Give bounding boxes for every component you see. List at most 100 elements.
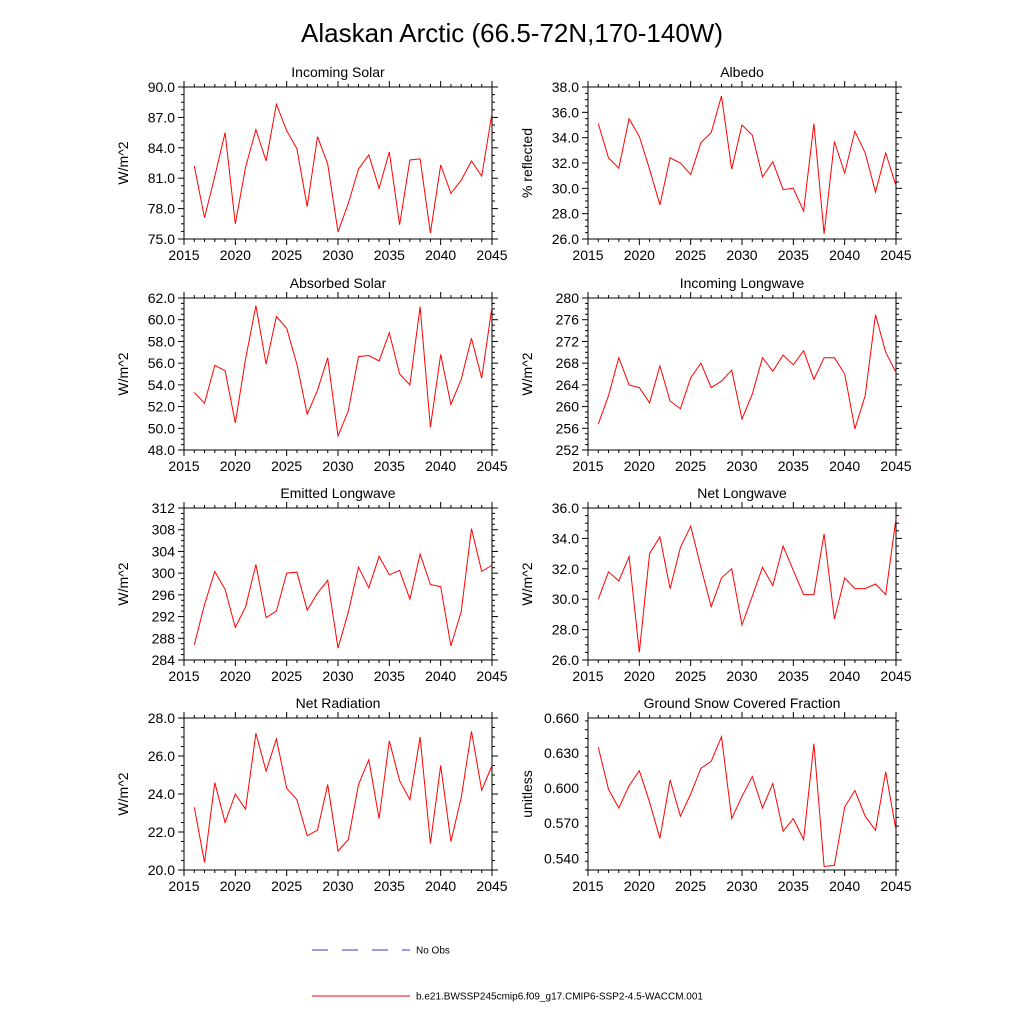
- y-tick-label: 312: [152, 500, 176, 516]
- y-tick-label: 0.540: [544, 850, 579, 866]
- series-line: [193, 305, 493, 438]
- legend-obs-label: No Obs: [416, 946, 450, 957]
- x-tick-label: 2015: [168, 668, 199, 684]
- chart-incoming-solar: 2015 2020 2025 2030 2035 2040 2045 75.0 78.0 81.0…: [115, 64, 508, 263]
- x-tick-label: 2025: [271, 878, 302, 894]
- x-tick-label: 2035: [374, 458, 405, 474]
- y-tick-label: 32.0: [552, 155, 579, 171]
- y-tick-label: 50.0: [148, 420, 175, 436]
- plot-frame: [183, 297, 493, 451]
- x-tick-label: 2030: [726, 878, 757, 894]
- y-axis-label: W/m^2: [519, 562, 535, 605]
- y-tick-label: 276: [556, 312, 580, 328]
- plot-frame: [587, 507, 897, 661]
- plot-frame: [183, 86, 493, 240]
- series-line: [193, 528, 493, 649]
- chart-title: Incoming Solar: [291, 64, 385, 80]
- y-tick-label: 60.0: [148, 312, 175, 328]
- x-tick-label: 2030: [726, 668, 757, 684]
- plot-frame: [587, 717, 897, 871]
- y-tick-label: 24.0: [148, 786, 175, 802]
- plot-frame: [183, 717, 493, 871]
- x-tick-label: 2020: [624, 458, 655, 474]
- chart-title: Emitted Longwave: [280, 485, 395, 501]
- y-axis-label: W/m^2: [519, 352, 535, 395]
- y-tick-label: 308: [152, 522, 176, 538]
- chart-title: Net Radiation: [296, 695, 381, 711]
- y-tick-label: 22.0: [148, 824, 175, 840]
- x-tick-label: 2045: [476, 247, 507, 263]
- x-tick-label: 2025: [271, 668, 302, 684]
- x-tick-label: 2015: [572, 878, 603, 894]
- y-tick-label: 52.0: [148, 399, 175, 415]
- x-tick-label: 2040: [425, 668, 456, 684]
- x-tick-label: 2025: [675, 247, 706, 263]
- y-tick-label: 58.0: [148, 333, 175, 349]
- y-tick-label: 268: [556, 355, 580, 371]
- chart-incoming-longwave: 2015 2020 2025 2030 2035 2040 2045 252 256 260 264…: [519, 275, 912, 474]
- y-tick-label: 32.0: [552, 561, 579, 577]
- y-axis-label: W/m^2: [115, 772, 131, 815]
- x-tick-label: 2030: [322, 247, 353, 263]
- y-tick-label: 292: [152, 609, 176, 625]
- chart-title: Absorbed Solar: [290, 275, 387, 291]
- y-axis-label: unitless: [519, 770, 535, 817]
- x-tick-label: 2045: [476, 458, 507, 474]
- x-tick-label: 2020: [624, 668, 655, 684]
- y-tick-label: 36.0: [552, 104, 579, 120]
- y-tick-label: 30.0: [552, 591, 579, 607]
- y-tick-label: 81.0: [148, 170, 175, 186]
- y-tick-label: 84.0: [148, 140, 175, 156]
- x-tick-label: 2025: [675, 878, 706, 894]
- plot-frame: [183, 507, 493, 661]
- y-tick-label: 264: [556, 377, 580, 393]
- y-tick-label: 36.0: [552, 500, 579, 516]
- y-tick-label: 62.0: [148, 290, 175, 306]
- y-tick-label: 280: [556, 290, 580, 306]
- y-tick-label: 34.0: [552, 530, 579, 546]
- x-tick-label: 2035: [778, 878, 809, 894]
- y-tick-label: 256: [556, 420, 580, 436]
- legend-model-label: b.e21.BWSSP245cmip6.f09_g17.CMIP6-SSP2-4…: [416, 992, 703, 1003]
- plot-frame: [587, 86, 897, 240]
- x-tick-label: 2045: [476, 668, 507, 684]
- x-tick-label: 2015: [572, 247, 603, 263]
- x-tick-label: 2015: [168, 247, 199, 263]
- y-tick-label: 252: [556, 442, 580, 458]
- x-tick-label: 2015: [168, 458, 199, 474]
- x-tick-label: 2020: [624, 878, 655, 894]
- y-tick-label: 38.0: [552, 79, 579, 95]
- y-tick-label: 26.0: [552, 652, 579, 668]
- chart-title: Ground Snow Covered Fraction: [644, 695, 841, 711]
- y-tick-label: 90.0: [148, 79, 175, 95]
- chart-title: Incoming Longwave: [680, 275, 805, 291]
- x-tick-label: 2035: [778, 668, 809, 684]
- x-tick-label: 2045: [880, 458, 911, 474]
- plot-frame: [587, 297, 897, 451]
- y-tick-label: 54.0: [148, 377, 175, 393]
- y-tick-label: 0.630: [544, 745, 579, 761]
- y-tick-label: 0.600: [544, 780, 579, 796]
- x-tick-label: 2045: [880, 247, 911, 263]
- x-tick-label: 2040: [829, 247, 860, 263]
- y-tick-label: 28.0: [148, 710, 175, 726]
- figure-title: Alaskan Arctic (66.5-72N,170-140W): [301, 18, 723, 48]
- x-tick-label: 2030: [726, 458, 757, 474]
- x-tick-label: 2020: [624, 247, 655, 263]
- x-tick-label: 2020: [220, 878, 251, 894]
- x-tick-label: 2015: [572, 668, 603, 684]
- x-tick-label: 2025: [675, 458, 706, 474]
- series-line: [193, 102, 493, 233]
- x-tick-label: 2015: [168, 878, 199, 894]
- chart-title: Net Longwave: [697, 485, 787, 501]
- series-line: [193, 731, 493, 863]
- y-tick-label: 272: [556, 333, 580, 349]
- y-axis-label: W/m^2: [115, 562, 131, 605]
- chart-net-radiation: 2015 2020 2025 2030 2035 2040 2045 20.0 22.0 24.0…: [115, 695, 508, 894]
- legend: No Obs b.e21.BWSSP245cmip6.f09_g17.CMIP6…: [312, 946, 703, 1003]
- y-tick-label: 34.0: [552, 130, 579, 146]
- x-tick-label: 2030: [322, 458, 353, 474]
- x-tick-label: 2035: [374, 247, 405, 263]
- y-axis-label: W/m^2: [115, 352, 131, 395]
